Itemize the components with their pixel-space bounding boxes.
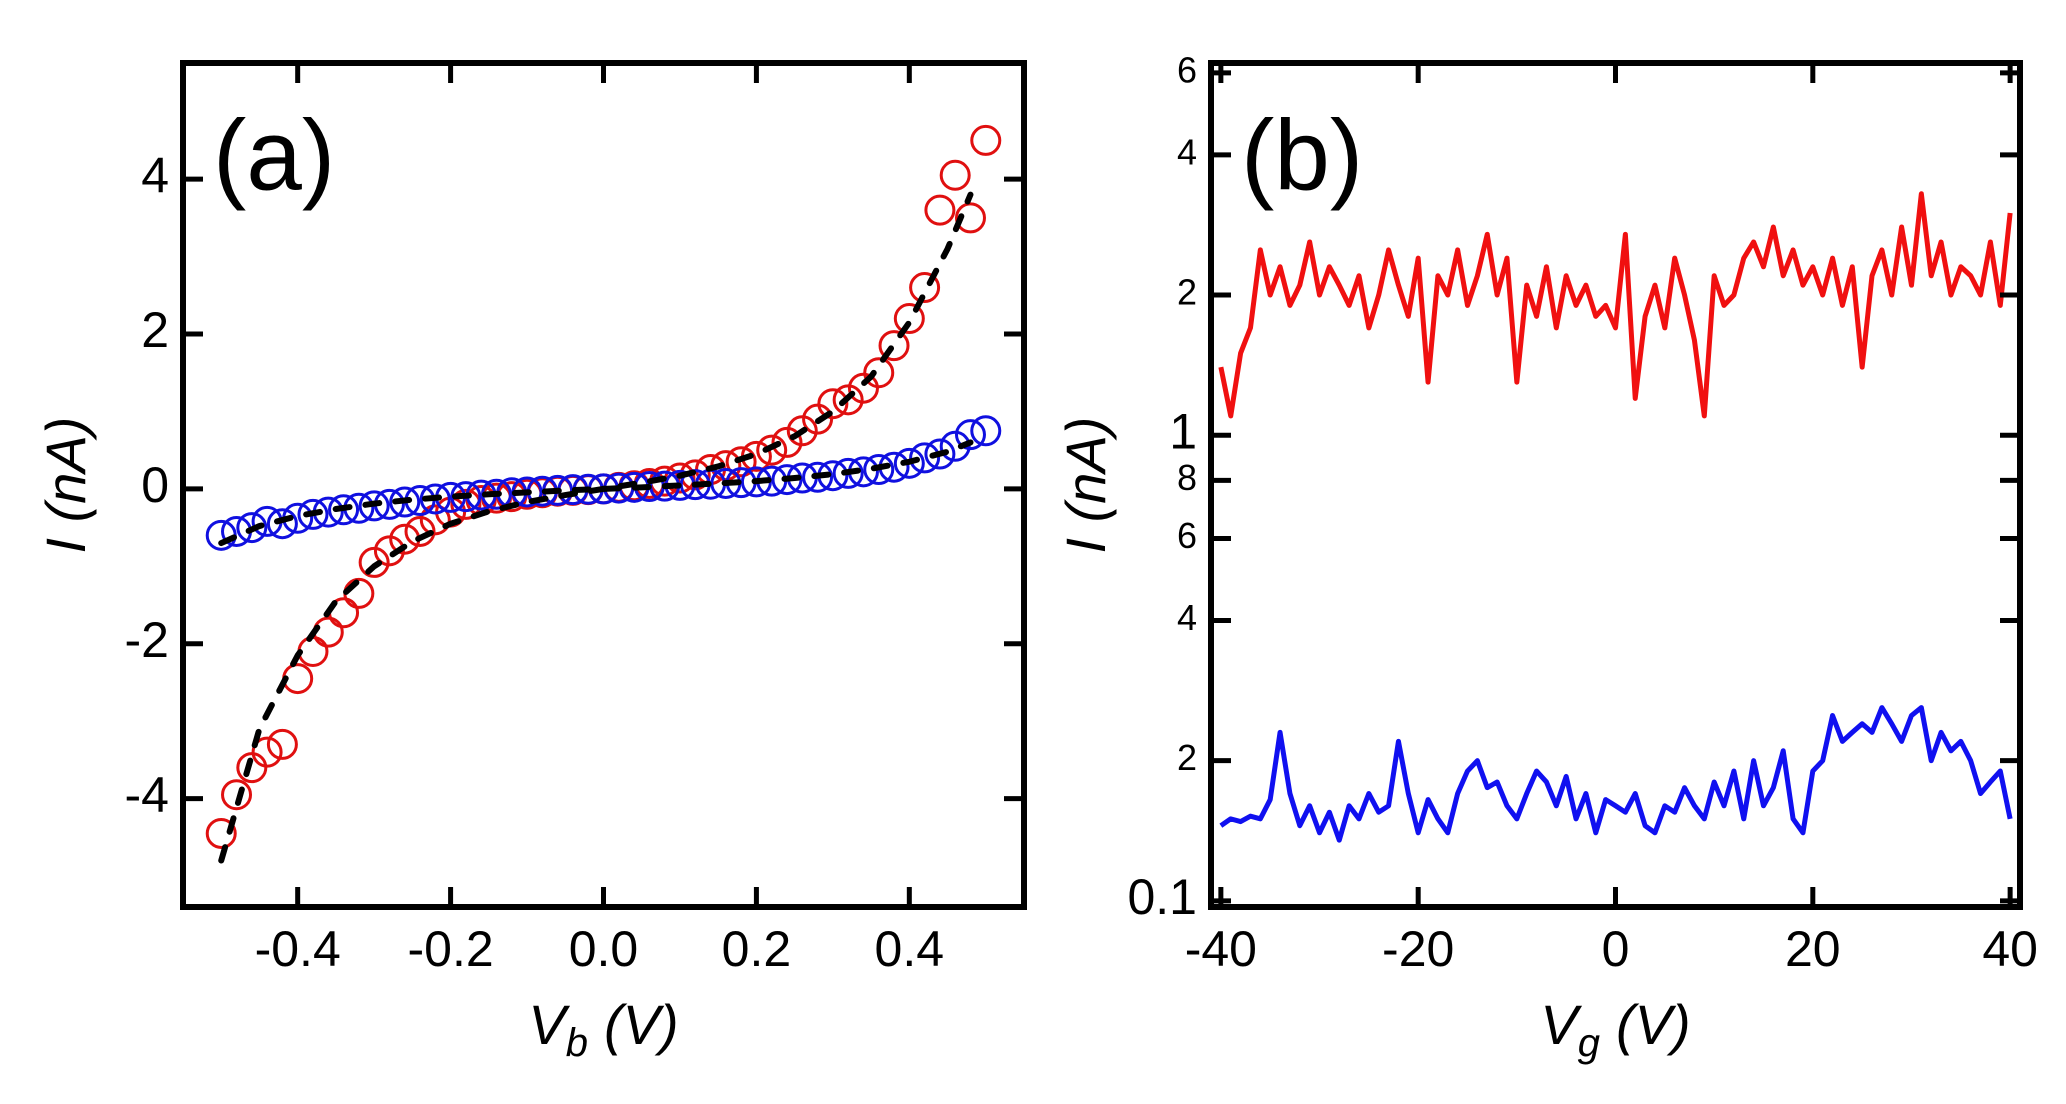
- data-point: [389, 486, 421, 518]
- data-point: [924, 438, 956, 470]
- x-tick-label: -0.4: [255, 921, 341, 977]
- y-tick-label: 2: [141, 302, 169, 358]
- x-tick-label: 0.2: [722, 921, 792, 977]
- fit-line: [218, 439, 974, 547]
- panel-label: (a): [213, 99, 335, 211]
- y-tick-label: 8: [1177, 457, 1197, 498]
- data-point: [205, 817, 237, 849]
- data-point: [970, 415, 1002, 447]
- data-point: [419, 483, 451, 515]
- data-point: [450, 488, 482, 520]
- data-point: [771, 464, 803, 496]
- data-point: [221, 779, 253, 811]
- y-tick-label: 0: [141, 457, 169, 513]
- x-tick-label: 0: [1602, 921, 1630, 977]
- data-point: [954, 419, 986, 451]
- fit-line: [218, 191, 974, 864]
- data-point: [909, 442, 941, 474]
- data-point: [970, 124, 1002, 156]
- data-point: [266, 728, 298, 760]
- data-point: [924, 194, 956, 226]
- x-tick-label: -40: [1185, 921, 1257, 977]
- data-line: [1218, 191, 2013, 419]
- x-tick-label: -0.2: [408, 921, 494, 977]
- data-point: [817, 388, 849, 420]
- data-point: [939, 159, 971, 191]
- x-label-unit: (V): [604, 993, 679, 1056]
- data-point: [328, 494, 360, 526]
- data-point: [863, 357, 895, 389]
- y-tick-label: 4: [1177, 131, 1197, 172]
- x-tick-label: 20: [1785, 921, 1841, 977]
- y-tick-label: 6: [1177, 49, 1197, 90]
- x-tick-label: -20: [1382, 921, 1454, 977]
- data-point: [312, 616, 344, 648]
- data-point: [419, 504, 451, 536]
- data-point: [893, 447, 925, 479]
- data-point: [236, 512, 268, 544]
- y-tick-label: 1: [1169, 403, 1197, 459]
- data-point: [802, 461, 834, 493]
- data-point: [909, 272, 941, 304]
- panel: -40 -20 0 20 40 0.1 2 4 6 81 2 4 6 Vg (V) I (nA) (b): [1054, 49, 2038, 1064]
- x-tick-label: 40: [1982, 921, 2038, 977]
- x-tick-label: 0.4: [875, 921, 945, 977]
- y-tick-label: 4: [1177, 597, 1197, 638]
- x-axis-label: Vg (V): [1540, 993, 1690, 1065]
- y-tick-label: -4: [125, 767, 169, 823]
- y-tick-label: 6: [1177, 515, 1197, 556]
- data-line: [1219, 705, 2013, 843]
- data-point: [863, 454, 895, 486]
- panel-label: (b): [1241, 99, 1363, 211]
- data-point: [832, 457, 864, 489]
- y-axis-label: I (nA): [1054, 417, 1117, 554]
- data-point: [450, 481, 482, 513]
- x-axis-label: Vb (V): [528, 993, 678, 1065]
- y-axis-label: I (nA): [34, 417, 97, 554]
- y-tick-label: 2: [1177, 272, 1197, 313]
- x-label-sub: g: [1578, 1021, 1600, 1065]
- data-point: [358, 490, 390, 522]
- x-label-unit: (V): [1616, 993, 1691, 1056]
- y-tick-label: -2: [125, 612, 169, 668]
- data-point: [236, 752, 268, 784]
- x-label-sub: b: [566, 1021, 588, 1065]
- panel: -0.4 -0.2 0.0 0.2 0.4 -4 -2 0 2 4 Vb (V) I (nA) (a): [34, 60, 1027, 1065]
- x-tick-label: 0.0: [569, 921, 639, 977]
- data-point: [725, 446, 757, 478]
- data-point: [954, 202, 986, 234]
- data-point: [893, 303, 925, 335]
- data-point: [756, 434, 788, 466]
- data-point: [878, 330, 910, 362]
- data-point: [266, 508, 298, 540]
- data-point: [297, 498, 329, 530]
- data-point: [297, 635, 329, 667]
- y-tick-label: 2: [1177, 737, 1197, 778]
- x-label-symbol: V: [1540, 993, 1582, 1056]
- y-tick-label: 4: [141, 147, 169, 203]
- x-label-symbol: V: [528, 993, 570, 1056]
- data-point: [251, 736, 283, 768]
- y-tick-label: 0.1: [1127, 869, 1197, 925]
